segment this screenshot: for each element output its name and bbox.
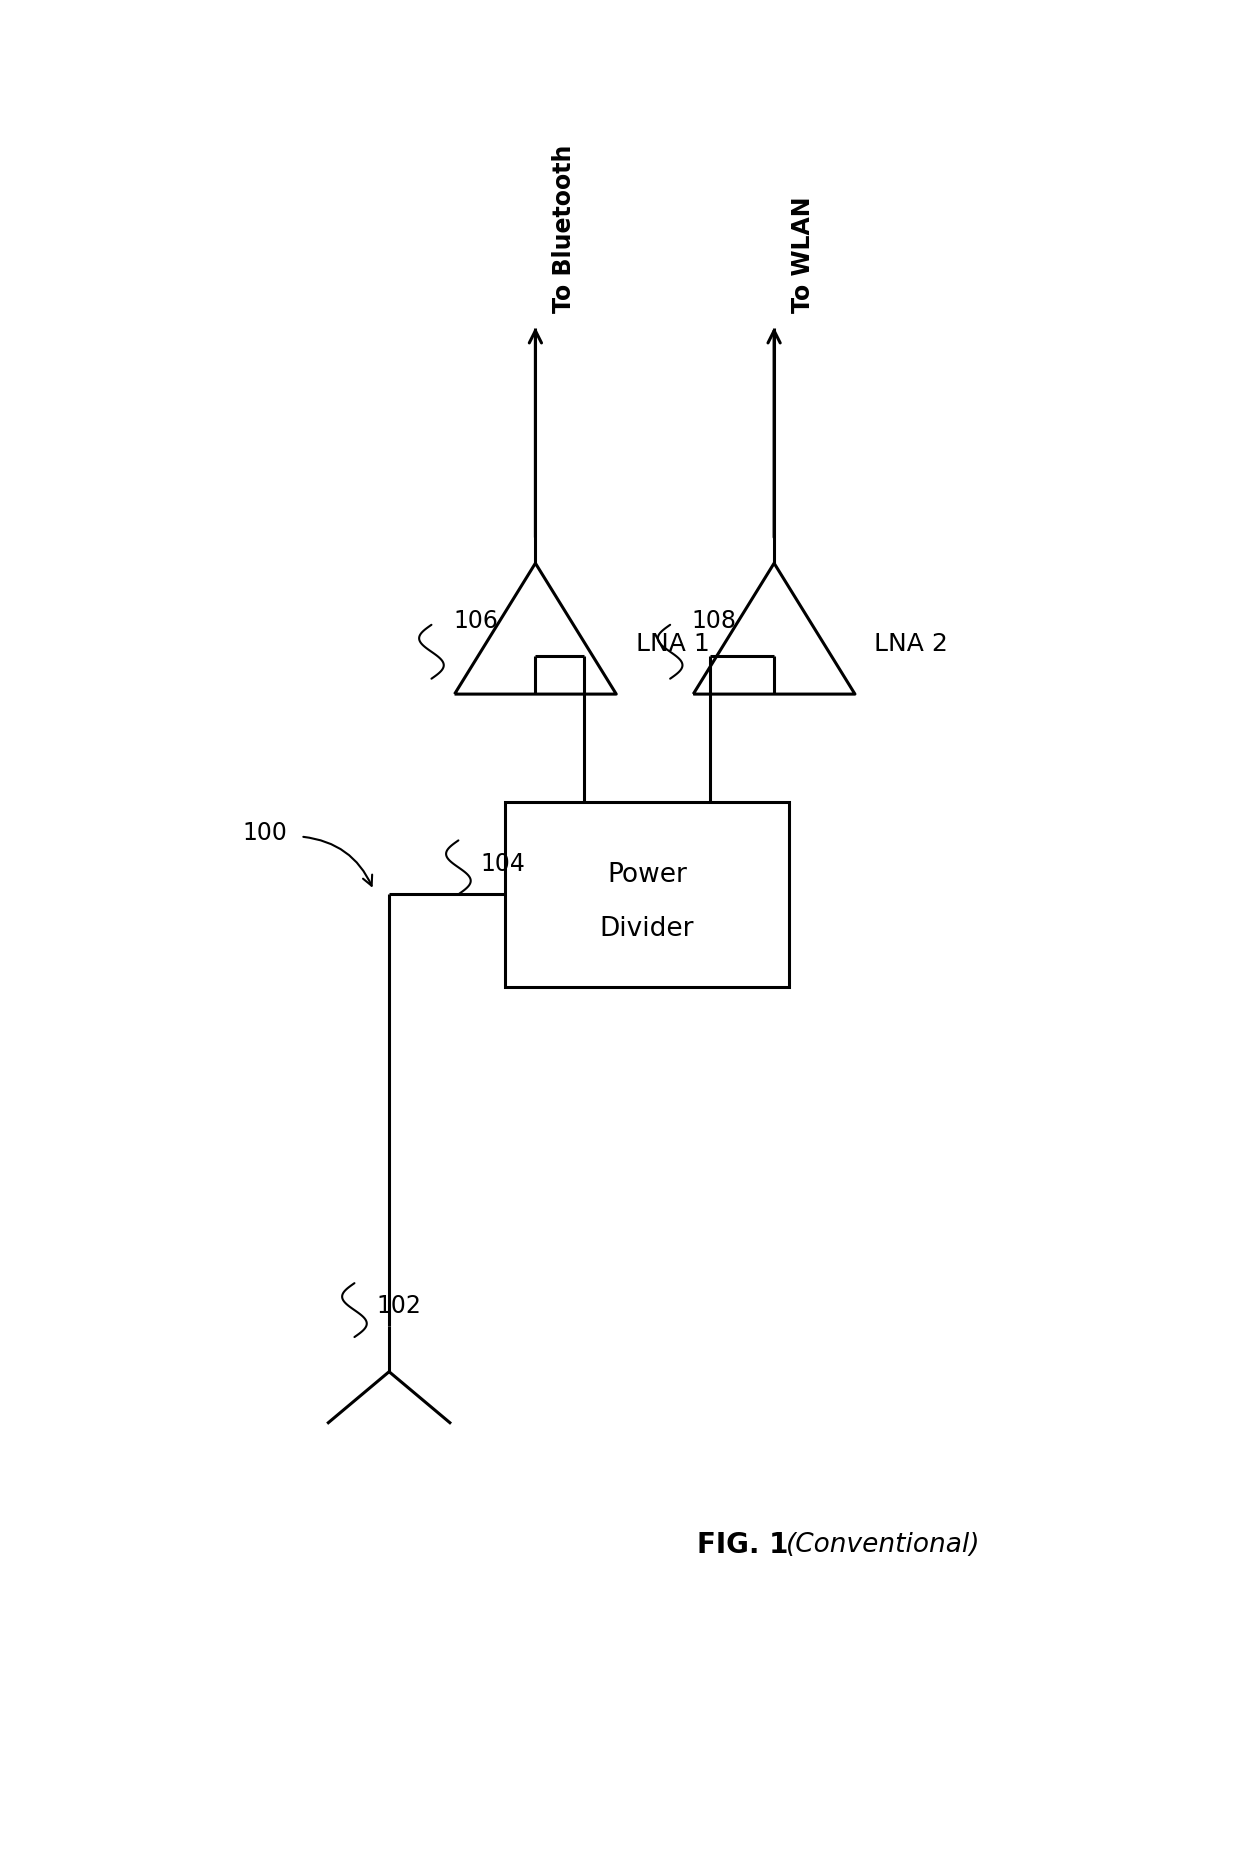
Text: FIG. 1: FIG. 1 [697,1532,799,1560]
Text: 102: 102 [376,1294,420,1318]
Bar [505,802,790,987]
Text: Divider: Divider [600,916,694,942]
Text: To WLAN: To WLAN [791,196,815,312]
Text: LNA 1: LNA 1 [635,632,709,656]
Text: To Bluetooth: To Bluetooth [552,144,577,312]
Text: LNA 2: LNA 2 [874,632,949,656]
Text: 106: 106 [453,608,498,632]
Text: (Conventional): (Conventional) [786,1532,980,1558]
Text: Power: Power [608,862,687,888]
Text: 108: 108 [692,608,737,632]
Text: 100: 100 [243,821,288,845]
Text: 104: 104 [480,851,525,875]
